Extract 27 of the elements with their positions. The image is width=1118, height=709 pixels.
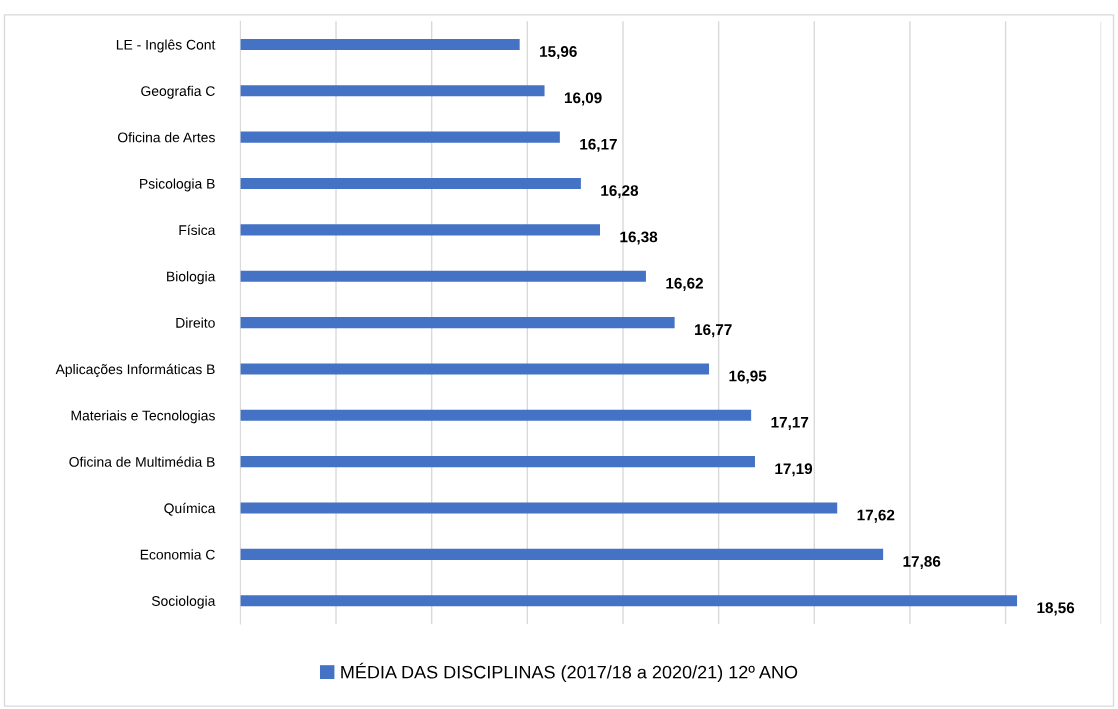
y-tick-label: Sociologia xyxy=(151,595,216,609)
y-tick-label: Física xyxy=(179,224,216,236)
data-label: 16,09 xyxy=(564,92,602,106)
data-label: 16,62 xyxy=(666,277,703,291)
y-tick-label: Aplicações Informáticas B xyxy=(55,363,215,378)
y-tick-label: Oficina de Artes xyxy=(117,132,215,143)
legend-label: MÉDIA DAS DISCIPLINAS (2017/18 a 2020/21) 12º ANO xyxy=(341,662,798,683)
y-tick-label: Química xyxy=(164,502,216,516)
data-label: 17,19 xyxy=(775,463,813,477)
data-label: 15,96 xyxy=(540,46,577,60)
data-label: 18,56 xyxy=(1037,602,1075,616)
data-label: 17,86 xyxy=(903,556,941,570)
data-label: 16,77 xyxy=(695,324,732,338)
data-label: 17,62 xyxy=(857,509,895,523)
data-label: 16,38 xyxy=(620,231,658,245)
y-tick-label: LE - Inglês Cont xyxy=(116,39,216,53)
data-label: 16,95 xyxy=(729,370,767,384)
data-label: 16,28 xyxy=(601,185,639,199)
y-tick-label: Direito xyxy=(176,317,215,328)
y-tick-label: Psicologia B xyxy=(140,178,215,192)
y-tick-label: Economia C xyxy=(140,549,215,560)
y-tick-label: Geografia C xyxy=(141,85,215,99)
y-tick-label: Oficina de Multimédia B xyxy=(69,456,215,467)
data-label: 17,17 xyxy=(771,417,809,430)
data-label: 16,17 xyxy=(580,138,617,152)
y-tick-label: Materiais e Tecnologias xyxy=(71,410,215,424)
y-tick-label: Biologia xyxy=(167,271,216,285)
